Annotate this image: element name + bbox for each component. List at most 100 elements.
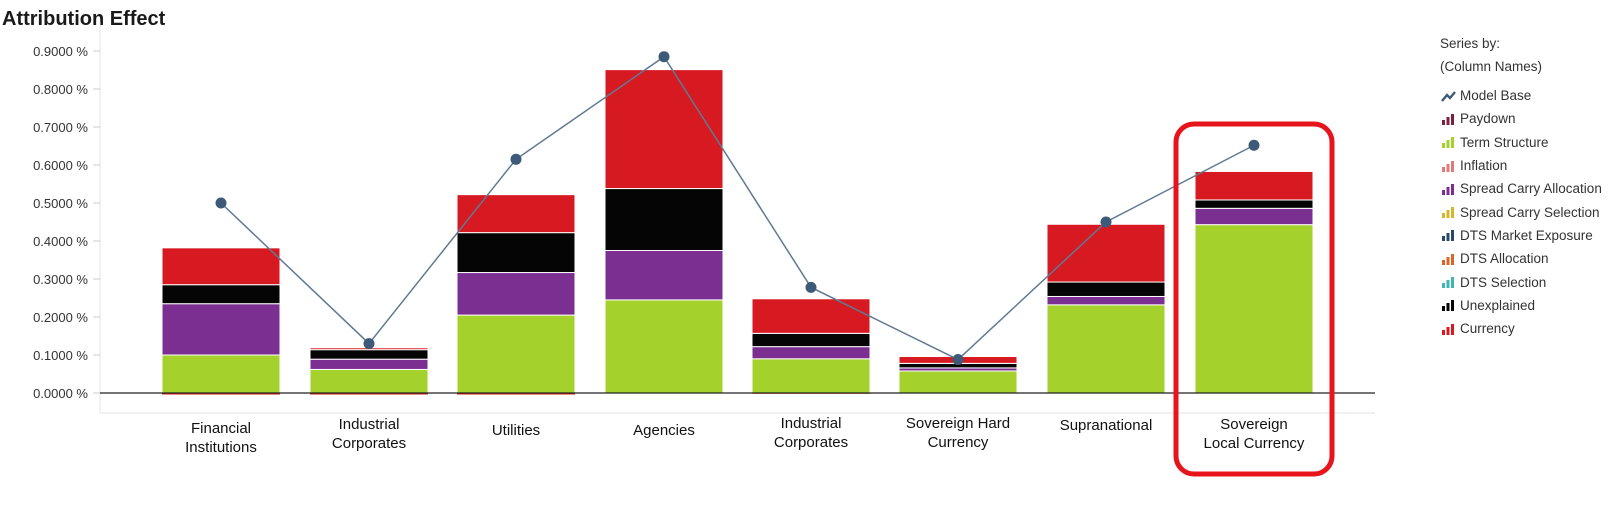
- bar-segment-currency[interactable]: [1194, 170, 1314, 201]
- y-tick-label: 0.2000 %: [33, 310, 88, 325]
- y-tick-label: 0.6000 %: [33, 158, 88, 173]
- y-tick-label: 0.5000 %: [33, 196, 88, 211]
- model-base-point[interactable]: [510, 153, 522, 165]
- y-tick-label: 0.4000 %: [33, 234, 88, 249]
- axis-frame: [99, 22, 1375, 414]
- legend-label: Model Base: [1460, 88, 1532, 104]
- bar-segment-currency[interactable]: [751, 298, 871, 334]
- legend-item[interactable]: Spread Carry Selection: [1440, 200, 1602, 223]
- model-base-point[interactable]: [1248, 139, 1260, 151]
- bar-segment-term-structure[interactable]: [751, 358, 871, 394]
- bar-segment-term-structure[interactable]: [161, 354, 281, 394]
- bar-segment-currency[interactable]: [1046, 223, 1166, 283]
- legend-item[interactable]: Unexplained: [1440, 294, 1602, 317]
- bar-series-icon: [1440, 135, 1456, 149]
- legend-item[interactable]: Currency: [1440, 317, 1602, 340]
- model-base-point[interactable]: [1100, 216, 1112, 228]
- legend-label: Currency: [1460, 321, 1515, 337]
- bar-segment-spread-carry-allocation[interactable]: [456, 272, 576, 316]
- legend-label: Spread Carry Allocation: [1460, 181, 1602, 197]
- x-category-label: Corporates: [332, 435, 406, 452]
- bar-segment-currency[interactable]: [604, 69, 724, 190]
- bar-series-icon: [1440, 159, 1456, 173]
- bar-series-icon: [1440, 322, 1456, 336]
- bar-segment-unexplained[interactable]: [1194, 199, 1314, 209]
- highlight-rectangle: [1173, 121, 1335, 477]
- bar-series-icon: [1440, 275, 1456, 289]
- bar-segment-unexplained[interactable]: [1046, 281, 1166, 297]
- legend-item[interactable]: Paydown: [1440, 107, 1602, 130]
- x-category-label: Sovereign Hard: [906, 415, 1010, 432]
- x-category-label: Utilities: [492, 422, 540, 439]
- bar-segment-unexplained[interactable]: [309, 349, 429, 360]
- bar-segment-spread-carry-allocation[interactable]: [1046, 295, 1166, 306]
- legend-label: Term Structure: [1460, 134, 1549, 150]
- legend-label: DTS Selection: [1460, 274, 1547, 290]
- bar-series-icon: [1440, 252, 1456, 266]
- x-axis-labels: Financial Institutions Industrial Corporate…: [185, 415, 1305, 456]
- legend-label: Inflation: [1460, 158, 1508, 174]
- bar-series-icon: [1440, 112, 1456, 126]
- model-base-point[interactable]: [952, 354, 964, 366]
- bar-segment-term-structure[interactable]: [1046, 304, 1166, 394]
- y-axis-ticks: 0.0000 % 0.1000 % 0.2000 % 0.3000 % 0.4000 %…: [33, 44, 100, 401]
- legend-label: Unexplained: [1460, 297, 1536, 313]
- bar-segment-unexplained[interactable]: [456, 232, 576, 274]
- legend-items: Model Base Paydown Term Structure Inflation…: [1440, 84, 1602, 340]
- chart-plot: 0.0000 % 0.1000 % 0.2000 % 0.3000 % 0.4000 %…: [33, 22, 1375, 477]
- model-base-point[interactable]: [658, 51, 670, 63]
- bar-series-icon: [1440, 228, 1456, 242]
- legend-item[interactable]: DTS Selection: [1440, 270, 1602, 293]
- legend-label: DTS Market Exposure: [1460, 227, 1593, 243]
- bar-segment-spread-carry-allocation[interactable]: [604, 250, 724, 301]
- model-base-line: [215, 51, 1260, 366]
- bar-segment-spread-carry-allocation[interactable]: [309, 358, 429, 370]
- y-tick-label: 0.7000 %: [33, 120, 88, 135]
- bar-segment-negative[interactable]: [310, 393, 428, 395]
- x-category-label: Local Currency: [1204, 435, 1305, 452]
- x-category-label: Currency: [928, 434, 989, 451]
- y-tick-label: 0.3000 %: [33, 272, 88, 287]
- y-tick-label: 0.1000 %: [33, 348, 88, 363]
- x-category-label: Sovereign: [1220, 416, 1288, 433]
- bar-segment-spread-carry-allocation[interactable]: [161, 303, 281, 356]
- legend-label: Spread Carry Selection: [1460, 204, 1600, 220]
- bar-segment-negative[interactable]: [162, 393, 280, 395]
- bar-segment-unexplained[interactable]: [751, 332, 871, 348]
- bar-stacks: [161, 69, 1314, 395]
- bar-segment-currency[interactable]: [456, 194, 576, 234]
- x-category-label: Corporates: [774, 434, 848, 451]
- bar-segment-spread-carry-allocation[interactable]: [1194, 207, 1314, 226]
- legend-header-line-1: Series by:: [1440, 36, 1501, 51]
- y-tick-label: 0.0000 %: [33, 386, 88, 401]
- bar-segment-term-structure[interactable]: [456, 314, 576, 394]
- bar-segment-term-structure[interactable]: [604, 299, 724, 394]
- model-base-point[interactable]: [215, 197, 227, 209]
- legend-item[interactable]: Model Base: [1440, 84, 1602, 107]
- chart-title: Attribution Effect: [2, 8, 166, 30]
- legend-label: Paydown: [1460, 111, 1516, 127]
- bar-segment-spread-carry-allocation[interactable]: [751, 346, 871, 360]
- bar-segment-unexplained[interactable]: [604, 188, 724, 251]
- model-base-point[interactable]: [805, 281, 817, 293]
- y-tick-label: 0.8000 %: [33, 82, 88, 97]
- legend-item[interactable]: DTS Market Exposure: [1440, 224, 1602, 247]
- model-base-point[interactable]: [363, 338, 375, 350]
- bar-segment-negative[interactable]: [457, 393, 575, 395]
- bar-segment-currency[interactable]: [161, 247, 281, 286]
- x-category-label: Supranational: [1060, 417, 1153, 434]
- bar-series-icon: [1440, 298, 1456, 312]
- legend-label: DTS Allocation: [1460, 251, 1549, 267]
- legend-item[interactable]: DTS Allocation: [1440, 247, 1602, 270]
- legend-item[interactable]: Inflation: [1440, 154, 1602, 177]
- bar-segment-unexplained[interactable]: [161, 284, 281, 305]
- line-series-icon: [1440, 89, 1456, 103]
- x-category-label: Industrial: [781, 415, 842, 432]
- bar-segment-term-structure[interactable]: [1194, 224, 1314, 394]
- legend-item[interactable]: Spread Carry Allocation: [1440, 177, 1602, 200]
- bar-series-icon: [1440, 205, 1456, 219]
- bar-series-icon: [1440, 182, 1456, 196]
- legend-item[interactable]: Term Structure: [1440, 131, 1602, 154]
- bar-segment-term-structure[interactable]: [898, 370, 1018, 394]
- bar-segment-term-structure[interactable]: [309, 368, 429, 394]
